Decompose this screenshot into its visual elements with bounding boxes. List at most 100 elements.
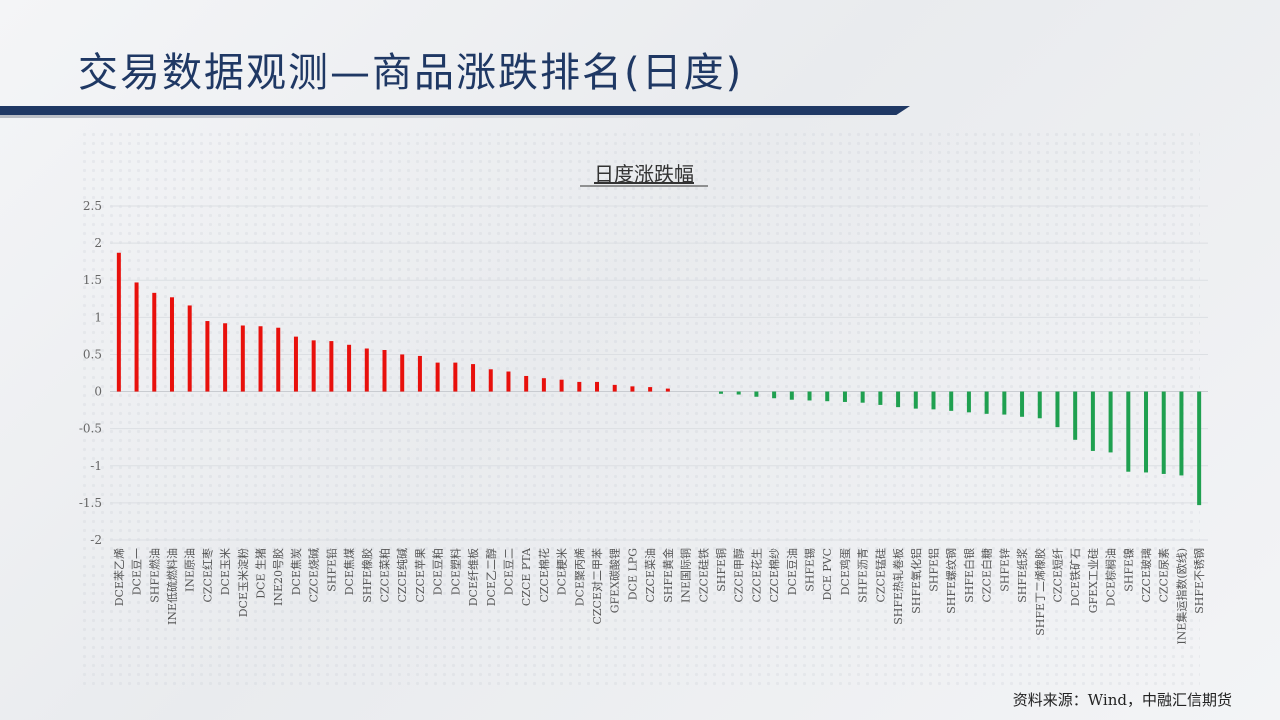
bar (400, 354, 405, 392)
x-tick-label: CZCE棉花 (537, 548, 551, 603)
x-tick-label: DCE铁矿石 (1069, 548, 1082, 606)
chart-title: 日度涨跌幅 (594, 162, 694, 186)
x-tick-label: SHFE镍 (1121, 548, 1135, 592)
x-tick-label: CZCE甲醇 (732, 548, 746, 603)
bar (1108, 391, 1113, 453)
x-tick-label: DCE豆粕 (431, 548, 445, 595)
bar (506, 371, 511, 392)
bar (1161, 391, 1166, 474)
x-tick-label: SHFE铝 (927, 548, 941, 592)
bar (187, 305, 192, 392)
x-tick-label: GFEX碳酸锂 (608, 548, 622, 613)
x-tick-label: CZCE白糖 (980, 548, 994, 603)
bar (223, 323, 228, 392)
x-tick-label: CZCE烧碱 (308, 548, 321, 603)
bar (630, 386, 635, 392)
x-tick-label: SHFE白银 (962, 548, 976, 603)
x-tick-label: CZCE红枣 (201, 548, 214, 603)
x-tick-label: CZCE玻璃 (1139, 548, 1153, 603)
bar (577, 381, 582, 392)
y-tick-label: 0.5 (83, 347, 102, 361)
bar (134, 282, 139, 392)
bar (1020, 391, 1025, 417)
bar (205, 321, 210, 392)
bar (417, 355, 422, 392)
bar (842, 391, 847, 402)
x-tick-label: INE原油 (183, 548, 197, 592)
x-tick-label: DCE苯乙烯 (112, 548, 126, 606)
bar (807, 391, 812, 401)
bar (329, 341, 334, 392)
bar (116, 252, 121, 392)
bar (825, 391, 830, 402)
bar (612, 384, 617, 392)
bar (595, 381, 600, 392)
bar (913, 391, 918, 409)
x-tick-label: SHFE黄金 (661, 548, 675, 603)
x-tick-label: DCE焦煤 (343, 548, 356, 595)
bar (276, 327, 281, 392)
x-tick-label: CZCE苹果 (413, 548, 427, 603)
x-tick-label: DCE 生猪 (254, 548, 268, 599)
bar (435, 362, 440, 392)
x-tick-label: CZCE菜粕 (378, 548, 392, 603)
x-tick-label: SHFE锡 (803, 548, 817, 592)
bar (1197, 391, 1202, 506)
bar (152, 292, 157, 392)
x-tick-label: DCE塑料 (448, 548, 462, 595)
y-tick-label: 1.5 (83, 273, 102, 287)
x-tick-label: SHFE氧化铝 (909, 548, 923, 614)
x-tick-label: INE20号胶 (271, 548, 285, 606)
x-tick-label: SHFE热轧卷板 (891, 548, 905, 625)
title-underline-shadow (0, 115, 900, 118)
bar (665, 388, 670, 392)
x-tick-label: CZCE棉纱 (767, 548, 781, 603)
x-tick-label: SHFE不锈钢 (1193, 548, 1206, 614)
bar (240, 325, 245, 392)
bar (471, 364, 476, 392)
bar (789, 391, 794, 400)
x-tick-label: DCE玉米 (219, 548, 232, 595)
bar (1073, 391, 1078, 440)
background-map-decoration (80, 130, 1200, 690)
y-tick-label: -1 (90, 459, 102, 473)
bar (293, 336, 298, 392)
bar (966, 391, 971, 413)
bar (896, 391, 901, 408)
x-tick-label: SHFE锌 (997, 548, 1011, 592)
x-tick-label: DCE粳米 (555, 548, 569, 595)
source-note: 资料来源：Wind，中融汇信期货 (1012, 691, 1232, 709)
x-tick-label: SHFE纸浆 (1015, 548, 1029, 603)
x-tick-label: GFEX工业硅 (1087, 548, 1100, 613)
bar (984, 391, 989, 414)
x-tick-label: CZCE PTA (520, 547, 533, 606)
x-tick-label: INE国际铜 (679, 548, 693, 603)
bar (1179, 391, 1184, 476)
x-tick-label: DCE豆二 (502, 548, 515, 595)
bar (258, 326, 263, 392)
x-tick-label: SHFE沥青 (857, 548, 870, 603)
x-tick-label: SHFE铜 (714, 548, 728, 592)
bar (488, 369, 493, 392)
x-tick-label: DCE棕榈油 (1104, 548, 1118, 606)
bar (1037, 391, 1042, 419)
x-tick-label: INE集运指数(欧线) (1174, 548, 1188, 645)
x-tick-label: CZCE硅铁 (697, 548, 710, 603)
x-tick-label: CZCE尿素 (1158, 548, 1171, 603)
bar (364, 348, 369, 392)
bar (860, 391, 865, 403)
x-tick-label: CZCE短纤 (1050, 548, 1064, 603)
y-tick-label: 0 (94, 385, 102, 399)
x-tick-label: DCE聚丙烯 (573, 548, 586, 606)
x-tick-label: INE低硫燃料油 (165, 548, 179, 625)
bar (648, 387, 653, 392)
bar (931, 391, 936, 410)
y-tick-label: -0.5 (79, 422, 102, 436)
x-tick-label: DCE玉米淀粉 (236, 548, 250, 617)
y-tick-label: 2.5 (83, 199, 102, 213)
bar (772, 391, 777, 399)
x-tick-label: DCE豆一 (131, 548, 144, 595)
x-tick-label: CZCE锰硅 (873, 548, 887, 603)
bar (347, 344, 352, 392)
